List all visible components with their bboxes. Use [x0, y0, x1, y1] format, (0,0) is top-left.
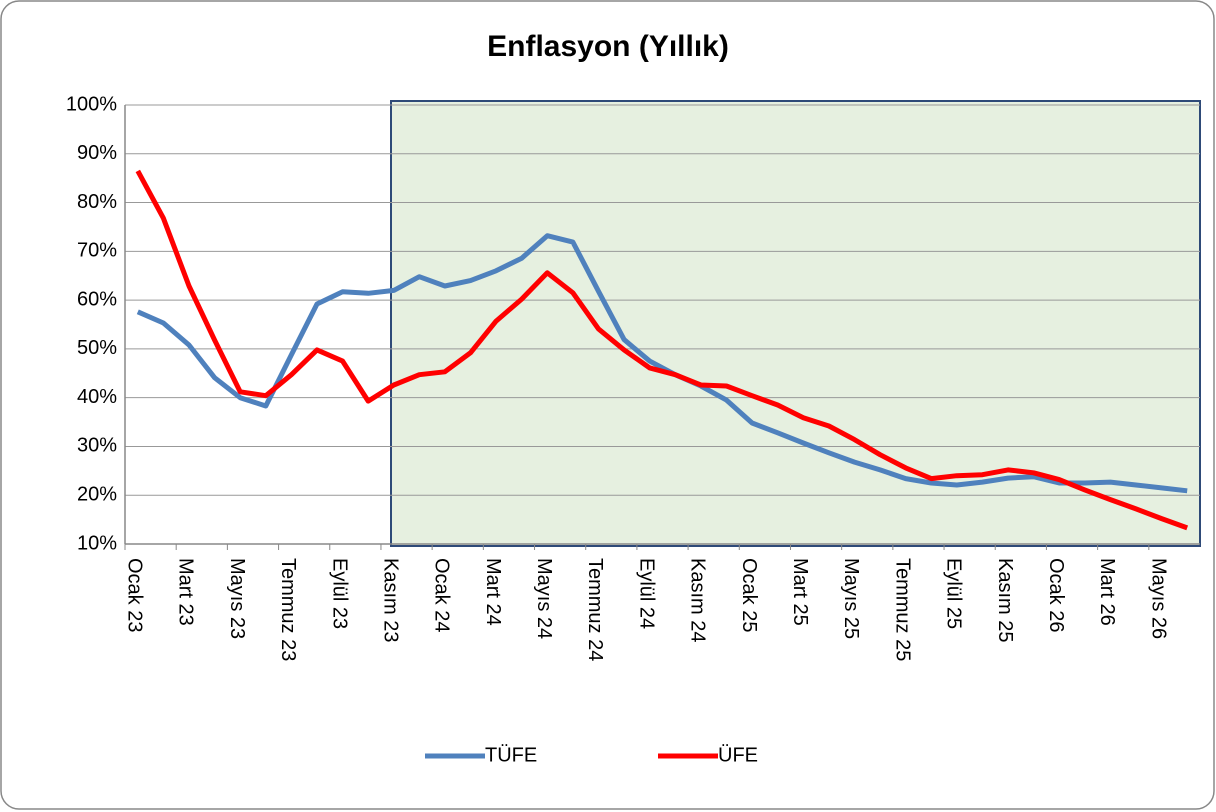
y-tick-label: 10% — [77, 532, 117, 554]
x-tick-label: Ocak 25 — [738, 558, 760, 632]
forecast-area — [390, 100, 1201, 547]
chart-title: Enflasyon (Yıllık) — [487, 30, 729, 63]
y-tick-label: 100% — [66, 93, 117, 115]
y-tick-label: 50% — [77, 337, 117, 359]
x-tick-label: Ocak 23 — [124, 558, 146, 632]
x-tick-label: Temmuz 23 — [277, 558, 299, 661]
x-tick-label: Kasım 25 — [994, 558, 1016, 642]
x-tick-label: Mart 26 — [1096, 558, 1118, 626]
x-tick-label: Temmuz 24 — [584, 558, 606, 661]
y-tick-label: 80% — [77, 191, 117, 213]
legend-label: TÜFE — [485, 744, 537, 766]
y-tick-label: 30% — [77, 435, 117, 457]
series-line — [135, 169, 1189, 531]
x-tick-label: Mayıs 25 — [840, 558, 862, 639]
y-tick-label: 60% — [77, 288, 117, 310]
x-tick-label: Kasım 24 — [687, 558, 709, 642]
x-tick-label: Mayıs 24 — [533, 558, 555, 639]
y-tick-label: 40% — [77, 386, 117, 408]
x-tick-label: Mayıs 23 — [226, 558, 248, 639]
x-tick-label: Ocak 26 — [1045, 558, 1067, 632]
y-tick-label: 70% — [77, 240, 117, 262]
x-tick-label: Mart 23 — [175, 558, 197, 626]
x-tick-label: Mart 25 — [789, 558, 811, 626]
x-tick-label: Ocak 24 — [431, 558, 453, 632]
x-tick-label: Eylül 23 — [328, 558, 350, 629]
x-tick-label: Temmuz 25 — [891, 558, 913, 661]
series-line — [136, 233, 1188, 494]
y-tick-label: 20% — [77, 484, 117, 506]
x-tick-label: Kasım 23 — [379, 558, 401, 642]
legend-label: ÜFE — [718, 744, 758, 766]
x-tick-label: Mayıs 26 — [1147, 558, 1169, 639]
y-tick-label: 90% — [77, 142, 117, 164]
x-tick-label: Mart 24 — [482, 558, 504, 626]
x-tick-label: Eylül 24 — [635, 558, 657, 629]
x-tick-label: Eylül 25 — [943, 558, 965, 629]
